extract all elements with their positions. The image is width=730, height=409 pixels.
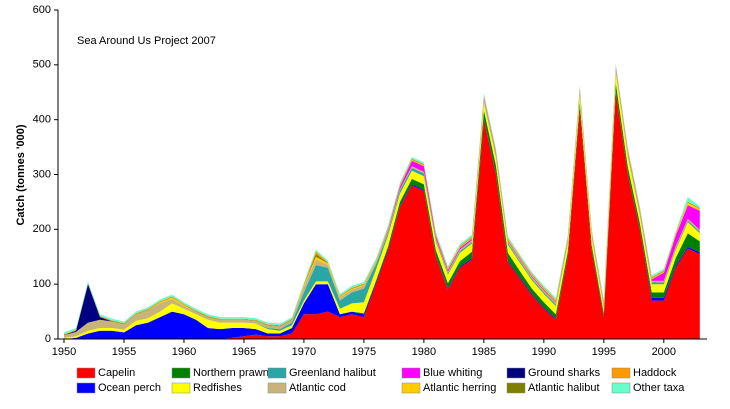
- legend-swatch: [611, 382, 631, 394]
- legend-label: Ocean perch: [98, 382, 161, 394]
- x-tick-label: 1985: [472, 346, 496, 358]
- x-tick-label: 1995: [592, 346, 616, 358]
- legend-swatch: [267, 382, 287, 394]
- legend-swatch: [267, 367, 287, 379]
- legend-swatch: [76, 382, 96, 394]
- y-tick-label: 500: [33, 59, 51, 71]
- legend-swatch: [401, 382, 421, 394]
- legend-label: Atlantic cod: [289, 382, 346, 394]
- legend-label: Haddock: [633, 367, 677, 379]
- legend-label: Atlantic herring: [423, 382, 496, 394]
- legend-swatch: [171, 382, 191, 394]
- legend-label: Redfishes: [193, 382, 242, 394]
- y-tick-label: 0: [45, 333, 51, 345]
- y-tick-label: 400: [33, 114, 51, 126]
- legend-swatch: [76, 367, 96, 379]
- x-tick-label: 1990: [532, 346, 556, 358]
- legend-label: Northern prawn: [193, 367, 269, 379]
- y-axis-label: Catch (tonnes '000): [15, 124, 27, 225]
- legend-label: Blue whiting: [423, 367, 482, 379]
- annotation: Sea Around Us Project 2007: [77, 35, 216, 47]
- legend-swatch: [506, 367, 526, 379]
- x-tick-label: 1960: [172, 346, 196, 358]
- area: [64, 92, 700, 339]
- x-tick-label: 1955: [112, 346, 136, 358]
- legend-label: Other taxa: [633, 382, 685, 394]
- x-tick-label: 1975: [352, 346, 376, 358]
- legend-swatch: [171, 367, 191, 379]
- y-tick-label: 300: [33, 168, 51, 180]
- y-tick-label: 200: [33, 223, 51, 235]
- legend-label: Ground sharks: [528, 367, 601, 379]
- legend-label: Greenland halibut: [289, 367, 376, 379]
- legend-label: Atlantic halibut: [528, 382, 600, 394]
- y-tick-label: 100: [33, 278, 51, 290]
- legend-swatch: [506, 382, 526, 394]
- y-tick-label: 600: [33, 4, 51, 16]
- x-tick-label: 1965: [232, 346, 256, 358]
- legend-swatch: [401, 367, 421, 379]
- x-tick-label: 1970: [292, 346, 316, 358]
- legend-label: Capelin: [98, 367, 135, 379]
- x-tick-label: 1950: [52, 346, 76, 358]
- legend-swatch: [611, 367, 631, 379]
- x-tick-label: 1980: [412, 346, 436, 358]
- x-tick-label: 2000: [652, 346, 676, 358]
